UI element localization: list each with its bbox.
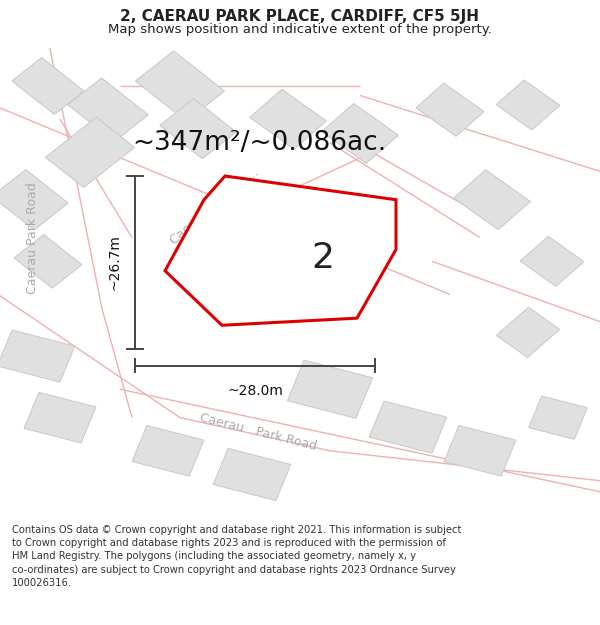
Polygon shape [136, 51, 224, 121]
Text: 2, CAERAU PARK PLACE, CARDIFF, CF5 5JH: 2, CAERAU PARK PLACE, CARDIFF, CF5 5JH [121, 9, 479, 24]
Text: Caerau Park Road: Caerau Park Road [26, 182, 40, 294]
Text: Caerau Park Pla…: Caerau Park Pla… [168, 166, 262, 248]
Polygon shape [213, 448, 291, 501]
Polygon shape [369, 401, 447, 453]
Polygon shape [287, 360, 373, 418]
Polygon shape [24, 392, 96, 443]
Polygon shape [416, 83, 484, 136]
Polygon shape [444, 426, 516, 476]
Polygon shape [275, 195, 361, 261]
Text: ~26.7m: ~26.7m [108, 234, 122, 291]
Polygon shape [0, 169, 68, 230]
Polygon shape [12, 58, 84, 114]
Text: ~347m²/~0.086ac.: ~347m²/~0.086ac. [132, 130, 386, 156]
Polygon shape [132, 426, 204, 476]
Polygon shape [454, 170, 530, 229]
Polygon shape [529, 396, 587, 439]
Polygon shape [46, 117, 134, 188]
Text: 2: 2 [311, 241, 334, 275]
Polygon shape [496, 80, 560, 130]
Text: Contains OS data © Crown copyright and database right 2021. This information is : Contains OS data © Crown copyright and d… [12, 525, 461, 588]
Polygon shape [160, 99, 236, 159]
Polygon shape [14, 234, 82, 288]
Polygon shape [250, 89, 326, 149]
Text: Caerau Park Road: Caerau Park Road [198, 411, 318, 452]
Polygon shape [165, 176, 396, 325]
Text: Map shows position and indicative extent of the property.: Map shows position and indicative extent… [108, 23, 492, 36]
Text: ~28.0m: ~28.0m [227, 384, 283, 398]
Polygon shape [68, 78, 148, 141]
Polygon shape [322, 104, 398, 163]
Polygon shape [520, 236, 584, 286]
Polygon shape [496, 308, 560, 358]
Polygon shape [0, 330, 75, 382]
